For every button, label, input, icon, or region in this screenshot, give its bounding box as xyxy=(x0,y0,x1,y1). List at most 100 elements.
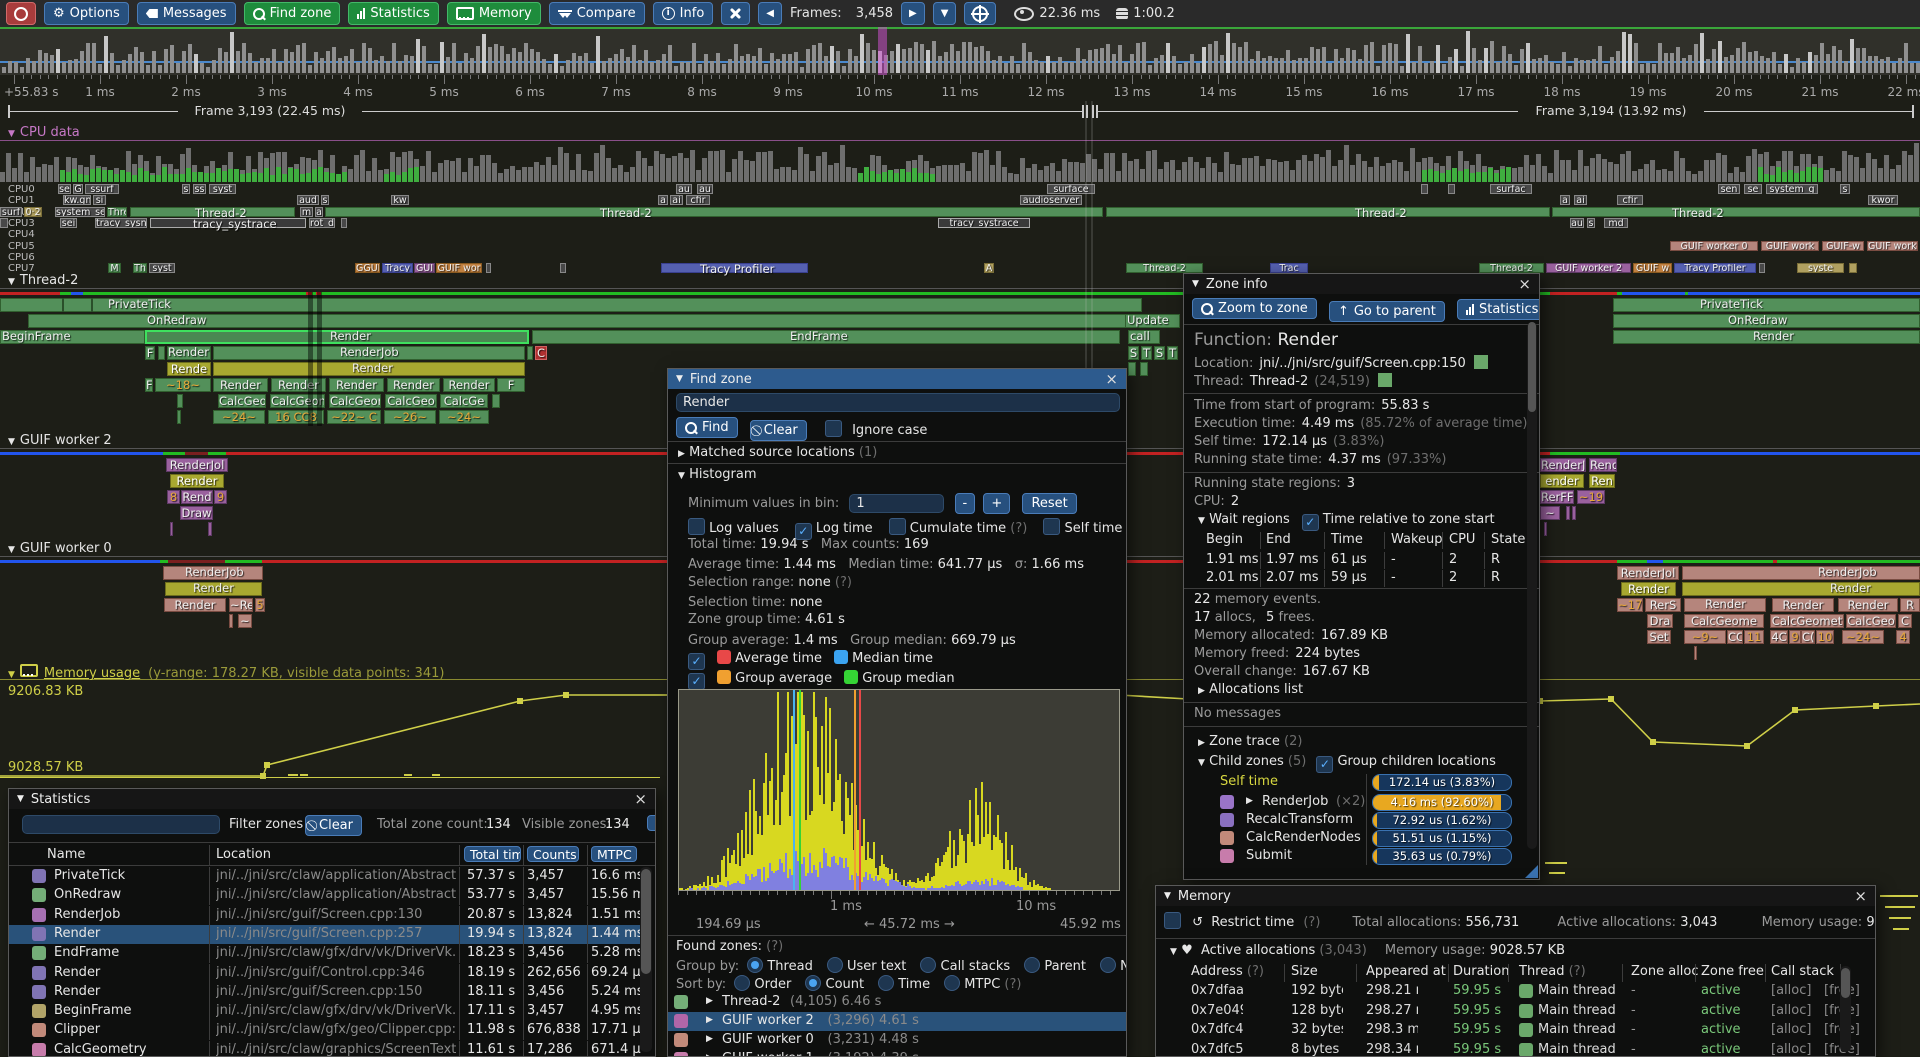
stats-table-row[interactable]: Render jni/../jni/src/guif/Screen.cpp:257… xyxy=(9,924,641,944)
zone-chip[interactable]: kwor xyxy=(1868,195,1898,206)
expand-arrow-icon[interactable]: ▶ xyxy=(706,1015,713,1025)
zone-chip[interactable]: Render xyxy=(271,378,326,392)
zone-chip[interactable]: M xyxy=(108,263,121,274)
zone-chip[interactable]: ender xyxy=(1540,474,1584,488)
shutdown-button[interactable] xyxy=(6,2,36,25)
child-zone-name[interactable]: RenderJob xyxy=(1262,794,1329,809)
zone-chip[interactable]: 16 CC8 xyxy=(268,410,324,424)
zone-chip[interactable]: RerS xyxy=(1645,598,1681,612)
zone-chip[interactable] xyxy=(0,330,145,344)
frame-markers-row[interactable]: Frame 3,193 (22.45 ms) Frame 3,194 (13.92… xyxy=(0,101,1920,123)
zone-chip[interactable]: ~24~ xyxy=(213,410,265,424)
zone-chip[interactable]: au xyxy=(697,184,713,194)
zone-chip[interactable]: au xyxy=(676,184,692,194)
zone-chip[interactable]: GUIF worke xyxy=(1867,240,1918,251)
find-zone-button[interactable]: Find zone xyxy=(243,2,341,25)
zone-chip[interactable]: Dra xyxy=(1647,614,1673,628)
zone-chip[interactable]: 4C xyxy=(1770,630,1788,644)
frame-overview-strip[interactable] xyxy=(0,27,1920,75)
zone-chip[interactable] xyxy=(213,346,525,360)
clear-button[interactable]: ⃠Clear xyxy=(749,420,807,441)
zone-chip[interactable]: GUIF work xyxy=(1761,240,1819,251)
zone-chip[interactable] xyxy=(0,217,8,228)
zone-chip[interactable]: se xyxy=(1744,184,1762,194)
zone-chip[interactable]: Th xyxy=(133,263,147,274)
zone-chip[interactable]: ~18~ xyxy=(155,378,211,392)
memory-button[interactable]: Memory xyxy=(446,2,541,25)
zone-chip[interactable]: a xyxy=(1560,195,1570,206)
next-frame-button[interactable]: ▶ xyxy=(901,2,925,25)
find-zone-title-bar[interactable]: ▼ Find zone × xyxy=(668,369,1126,389)
zone-chip[interactable] xyxy=(177,394,183,408)
options-button[interactable]: ⚙ Options xyxy=(44,2,129,25)
zone-chip[interactable]: s xyxy=(1840,184,1850,194)
zone-chip[interactable]: Rende xyxy=(167,362,211,376)
zone-chip[interactable] xyxy=(1106,206,1550,217)
zone-chip[interactable]: s xyxy=(182,184,190,194)
zone-chip[interactable] xyxy=(1552,206,1920,217)
expand-arrow-icon[interactable]: ▶ xyxy=(1246,796,1253,806)
zone-chip[interactable]: G xyxy=(73,184,83,194)
radio-thread[interactable] xyxy=(747,957,764,973)
zone-chip[interactable]: Thread-2 xyxy=(1479,263,1544,274)
zone-chip[interactable]: CalcGeome xyxy=(1684,614,1764,628)
zone-chip[interactable]: ~24~ xyxy=(439,410,489,424)
zone-chip[interactable]: syst xyxy=(149,263,175,274)
zone-chip[interactable]: syst xyxy=(209,184,236,194)
restrict-time-checkbox[interactable] xyxy=(1164,912,1181,929)
zone-chip[interactable]: kw xyxy=(391,195,409,206)
zone-chip[interactable]: R xyxy=(1900,598,1920,612)
zone-chip[interactable]: CC xyxy=(1727,630,1743,644)
stats-table-row[interactable]: RenderJob jni/../jni/src/guif/Screen.cpp:… xyxy=(9,905,641,925)
zone-chip[interactable]: sei xyxy=(60,217,77,228)
stats-table-row[interactable]: BeginFrame jni/../jni/src/claw/gfx/drv/vk… xyxy=(9,1002,641,1022)
zone-chip[interactable]: T xyxy=(1167,346,1178,360)
legend-checkbox[interactable] xyxy=(688,672,705,690)
active-allocations-header[interactable]: ▼ ♥ Active allocations (3,043) Memory us… xyxy=(1170,943,1566,958)
zone-chip[interactable] xyxy=(1682,566,1920,580)
zone-chip[interactable]: system_g xyxy=(1766,184,1818,194)
zone-chip[interactable] xyxy=(1421,184,1428,194)
zone-chip[interactable] xyxy=(208,522,212,536)
zone-chip[interactable]: ai xyxy=(1574,195,1587,206)
zone-chip[interactable]: ~ xyxy=(1540,506,1560,520)
zone-chip[interactable] xyxy=(486,263,491,274)
zone-chip[interactable]: 0·2 xyxy=(24,206,42,217)
zone-chip[interactable] xyxy=(560,263,566,274)
zone-chip[interactable]: RenderJ xyxy=(1540,458,1586,472)
zone-chip[interactable] xyxy=(492,394,500,408)
zone-chip[interactable]: Set xyxy=(1647,630,1671,644)
zone-chip[interactable]: RenderJol xyxy=(1617,566,1679,580)
zone-chip[interactable]: C xyxy=(1898,614,1912,628)
zone-chip[interactable] xyxy=(167,346,211,360)
wait-regions-header[interactable]: ▼ Wait regions Time relative to zone sta… xyxy=(1198,512,1495,531)
zone-chip[interactable]: ~9~ xyxy=(1684,630,1726,644)
zone-chip[interactable]: GUIF worker 2 xyxy=(1546,263,1631,274)
expand-arrow-icon[interactable]: ▶ xyxy=(706,1053,713,1056)
zone-chip[interactable] xyxy=(170,522,173,536)
zoom-to-zone-button[interactable]: Zoom to zone xyxy=(1192,298,1317,319)
child-zone-name[interactable]: CalcRenderNodes xyxy=(1246,830,1361,845)
zone-chip[interactable]: Trac xyxy=(1270,263,1308,274)
zone-chip[interactable]: syste xyxy=(1797,263,1844,274)
zone-chip[interactable]: Render xyxy=(170,474,224,488)
zone-chip[interactable]: audioserver xyxy=(1020,195,1082,206)
close-icon[interactable]: × xyxy=(1854,887,1867,905)
zone-chip[interactable]: RerFF xyxy=(1540,490,1574,504)
zone-chip[interactable]: CalcGeo xyxy=(385,394,437,408)
zone-chip[interactable] xyxy=(0,298,1142,312)
zone-chip[interactable] xyxy=(661,263,808,274)
zone-chip[interactable]: CalcGeo xyxy=(218,394,266,408)
memory-col-label[interactable]: Zone free xyxy=(1701,964,1764,979)
zone-chip[interactable]: s xyxy=(1587,217,1595,228)
zone-chip[interactable]: S xyxy=(1154,346,1165,360)
bin-plus-button[interactable]: + xyxy=(983,493,1011,514)
group-children-checkbox[interactable] xyxy=(1316,755,1334,773)
zone-chip[interactable]: CalcGeomet xyxy=(1770,614,1844,628)
zone-chip[interactable]: s xyxy=(321,195,329,206)
zone-chip[interactable] xyxy=(1128,362,1136,376)
zone-chip[interactable] xyxy=(1566,506,1570,520)
messages-button[interactable]: Messages xyxy=(136,2,236,25)
